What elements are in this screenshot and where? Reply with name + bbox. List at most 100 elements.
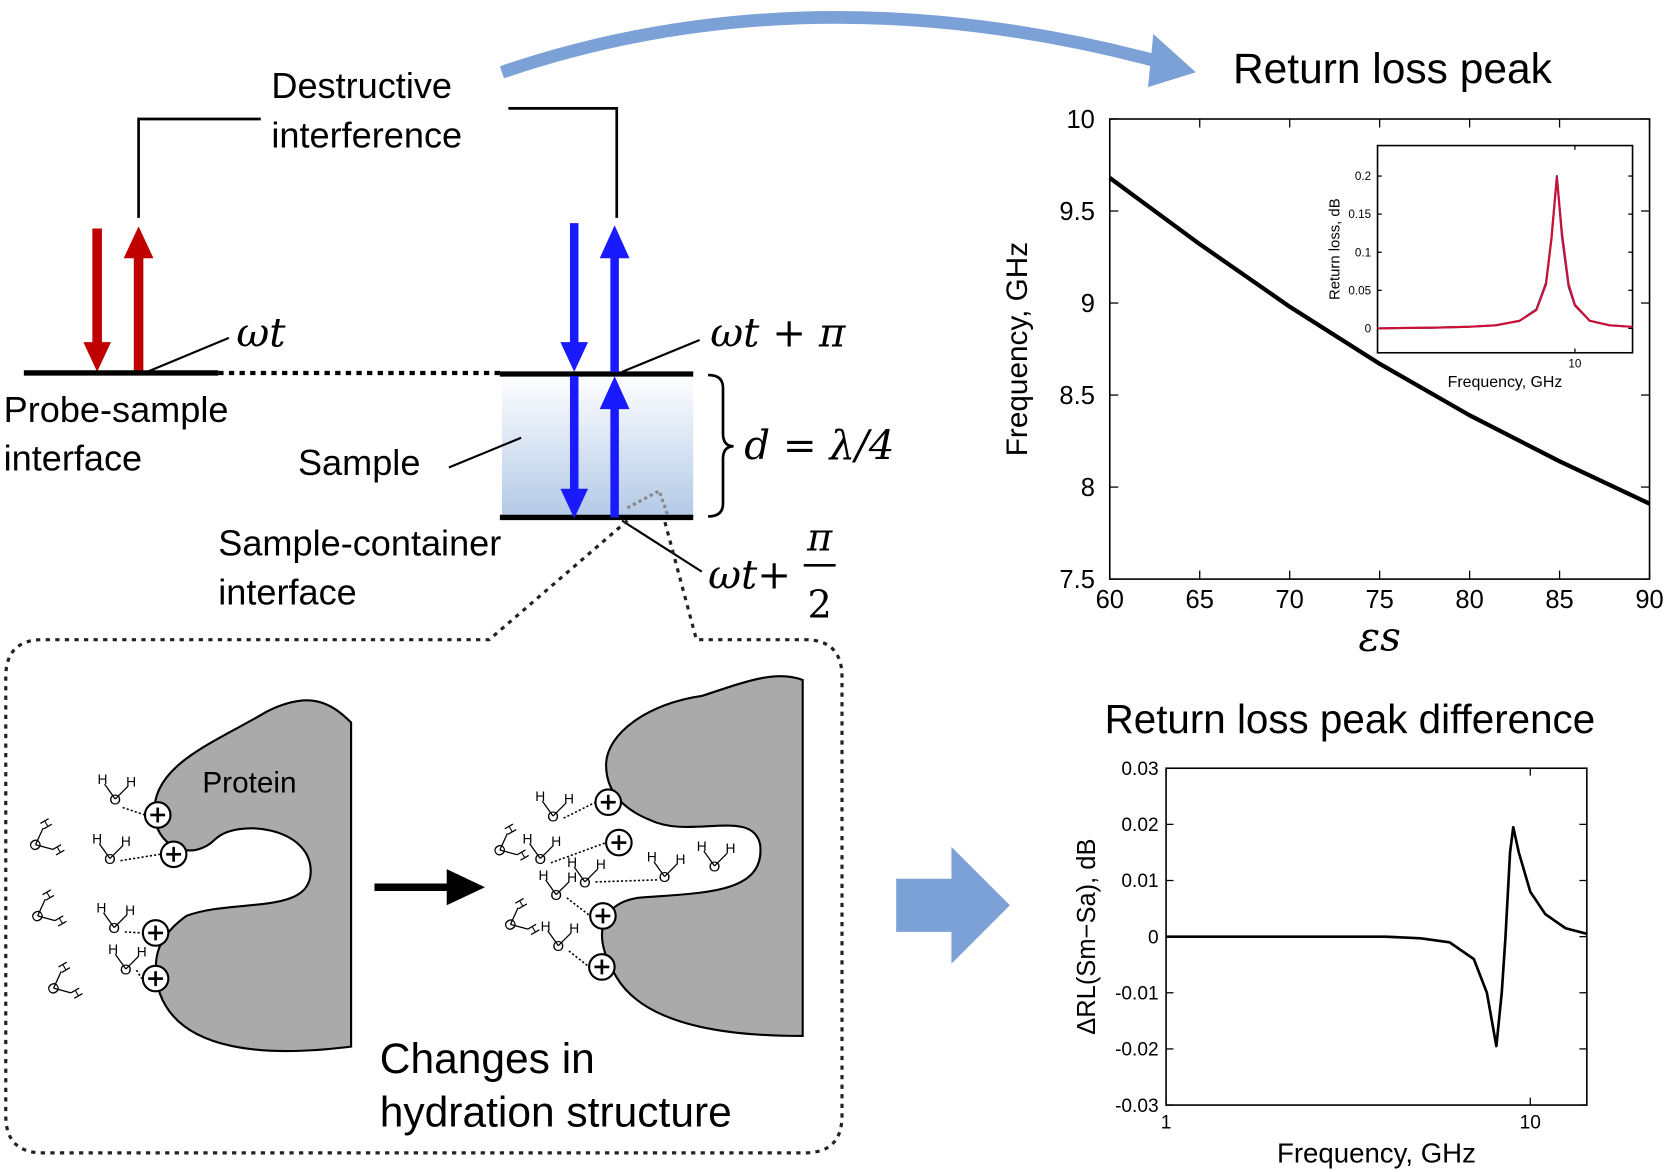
chart-title: Return loss peak difference xyxy=(1105,696,1596,742)
caption: Changes in xyxy=(380,1036,595,1083)
curved-arrow xyxy=(499,11,1161,79)
atom: H xyxy=(96,900,106,916)
y-tick-label: 10 xyxy=(1067,106,1095,134)
bond xyxy=(53,971,62,989)
zoom-box xyxy=(4,519,844,1155)
water: OHH xyxy=(25,815,69,858)
label: Sample-container xyxy=(218,523,501,564)
atom: H xyxy=(137,943,147,959)
atom: O xyxy=(500,916,520,934)
atom: H xyxy=(92,831,102,847)
atom: O xyxy=(547,809,559,825)
atom: H xyxy=(514,847,533,864)
atom: H xyxy=(68,985,87,1002)
x-axis-label: εs xyxy=(1358,613,1400,660)
protein xyxy=(153,699,353,1053)
h-bond xyxy=(135,969,143,980)
bond xyxy=(509,907,519,925)
atom: O xyxy=(659,870,671,886)
series-line xyxy=(1377,176,1633,330)
bond xyxy=(555,881,570,896)
leader xyxy=(146,336,230,373)
arrow-head xyxy=(599,225,630,259)
atom: H xyxy=(567,869,577,885)
zoom-mark xyxy=(626,488,670,516)
bond xyxy=(529,843,541,859)
label: Sample xyxy=(298,442,420,483)
atom: H xyxy=(501,821,520,838)
h-bond xyxy=(566,897,591,917)
y-tick-label: 7.5 xyxy=(1059,566,1094,594)
bond xyxy=(109,845,124,859)
x-tick-label: 70 xyxy=(1276,586,1304,614)
blue-arrows xyxy=(560,223,630,519)
atom: O xyxy=(579,875,591,891)
y-tick-label: 0.01 xyxy=(1121,871,1158,892)
y-axis-label: Return loss, dB xyxy=(1327,198,1343,300)
y-tick-label: 0.2 xyxy=(1355,170,1371,183)
sample-box xyxy=(501,374,694,518)
y-tick-label: 0.03 xyxy=(1121,759,1158,780)
h-bond xyxy=(595,879,660,883)
atom: O xyxy=(553,939,565,955)
phase-denominator: 2 xyxy=(808,582,832,627)
y-tick-label: 9 xyxy=(1081,290,1095,318)
water: OHH xyxy=(500,895,544,938)
atom: O xyxy=(109,792,121,808)
water: OHH xyxy=(489,821,533,864)
arrow-head xyxy=(123,226,154,259)
y-tick-label: 0.05 xyxy=(1348,284,1371,297)
atom: O xyxy=(550,888,562,904)
label: interface xyxy=(4,438,143,479)
atom: O xyxy=(108,921,120,937)
y-tick-label: 0 xyxy=(1365,322,1372,335)
atom: H xyxy=(55,959,74,976)
atom: H xyxy=(676,851,686,867)
x-tick-label: 85 xyxy=(1545,586,1573,614)
bond xyxy=(35,844,54,851)
bond xyxy=(113,914,128,929)
x-tick-label: 90 xyxy=(1635,586,1663,614)
series-line xyxy=(1108,176,1651,506)
atom: H xyxy=(37,815,56,832)
phase-label: ωt + π xyxy=(710,309,847,356)
label: Probe-sample xyxy=(4,389,229,430)
atom: H xyxy=(538,867,548,883)
bond xyxy=(573,866,586,883)
arrow-head xyxy=(560,342,589,372)
water: OHH xyxy=(43,959,87,1002)
atom: H xyxy=(52,913,71,930)
protein xyxy=(601,675,804,1038)
bond xyxy=(664,863,678,878)
x-tick-label: 10 xyxy=(1568,358,1581,371)
bond xyxy=(114,953,127,970)
x-tick-label: 1 xyxy=(1161,1112,1172,1133)
y-tick-label: -0.02 xyxy=(1115,1040,1159,1061)
atom: H xyxy=(564,790,574,806)
bond xyxy=(653,861,666,877)
arrow-head xyxy=(83,342,111,372)
bond xyxy=(703,850,716,867)
atom: O xyxy=(489,842,509,860)
atom: H xyxy=(121,833,131,849)
phase-numerator: π xyxy=(806,515,833,560)
y-axis-label: ΔRL(Sm−Sa), dB xyxy=(1073,838,1101,1034)
atom: O xyxy=(534,852,546,868)
y-tick-label: 0.02 xyxy=(1121,815,1158,836)
atom: O xyxy=(709,859,721,875)
bond xyxy=(714,852,728,867)
label: interference xyxy=(271,115,462,156)
phase-label: ωt xyxy=(236,309,286,356)
series-line xyxy=(1166,825,1588,1048)
plot-frame xyxy=(1376,144,1634,354)
label: Destructive xyxy=(271,65,452,106)
y-tick-label: 0 xyxy=(1148,927,1159,948)
